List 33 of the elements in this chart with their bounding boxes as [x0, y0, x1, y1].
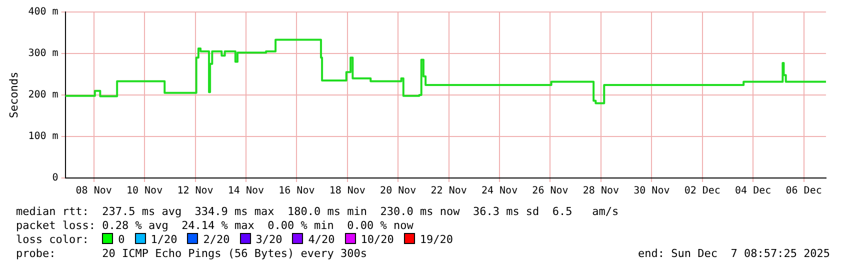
- x-tick-label: 06 Dec: [786, 186, 822, 197]
- x-tick-label: 12 Nov: [177, 186, 214, 197]
- x-tick-label: 20 Nov: [380, 186, 416, 197]
- x-tick-label: 02 Dec: [684, 186, 720, 197]
- text: end: Sun Dec 7 08:57:25 2025: [638, 247, 830, 260]
- text: 19/20: [420, 233, 453, 246]
- x-tick-label: 24 Nov: [481, 186, 518, 197]
- y-tick-label: 100 m: [28, 131, 58, 142]
- text: probe: 20 ICMP Echo Pings (56 Bytes) every 300s: [16, 247, 367, 260]
- x-tick-label: 30 Nov: [634, 186, 670, 197]
- x-tick-label: 26 Nov: [532, 186, 568, 197]
- text: 2/20: [203, 233, 230, 246]
- text: loss color:: [16, 233, 89, 246]
- text: 3/20: [256, 233, 282, 246]
- text: 10/20: [360, 233, 394, 246]
- y-axis-title: Seconds: [7, 72, 20, 118]
- x-tick-label: 18 Nov: [329, 186, 366, 197]
- x-tick-label: 14 Nov: [228, 186, 264, 197]
- text: 4/20: [308, 233, 335, 246]
- text: 0: [118, 233, 125, 246]
- x-tick-label: 04 Dec: [735, 186, 772, 197]
- y-tick-label: 200 m: [28, 90, 58, 101]
- x-tick-label: 16 Nov: [278, 186, 315, 197]
- text: packet loss: 0.28 % avg 24.14 % max 0.00 % min 0.00 % now: [16, 219, 414, 232]
- x-tick-label: 28 Nov: [582, 186, 620, 197]
- y-tick-label: 300 m: [28, 48, 58, 60]
- x-tick-label: 22 Nov: [430, 186, 467, 197]
- y-tick-label: 0: [52, 172, 58, 184]
- y-tick-label: 400 m: [28, 6, 58, 18]
- text: median rtt: 237.5 ms avg 334.9 ms max 180.0 ms min 230.0 ms now 36.3 ms sd 6.5 am/s: [16, 205, 619, 218]
- x-tick-label: 10 Nov: [126, 186, 163, 197]
- x-tick-label: 08 Nov: [76, 186, 112, 197]
- text: 1/20: [150, 233, 178, 246]
